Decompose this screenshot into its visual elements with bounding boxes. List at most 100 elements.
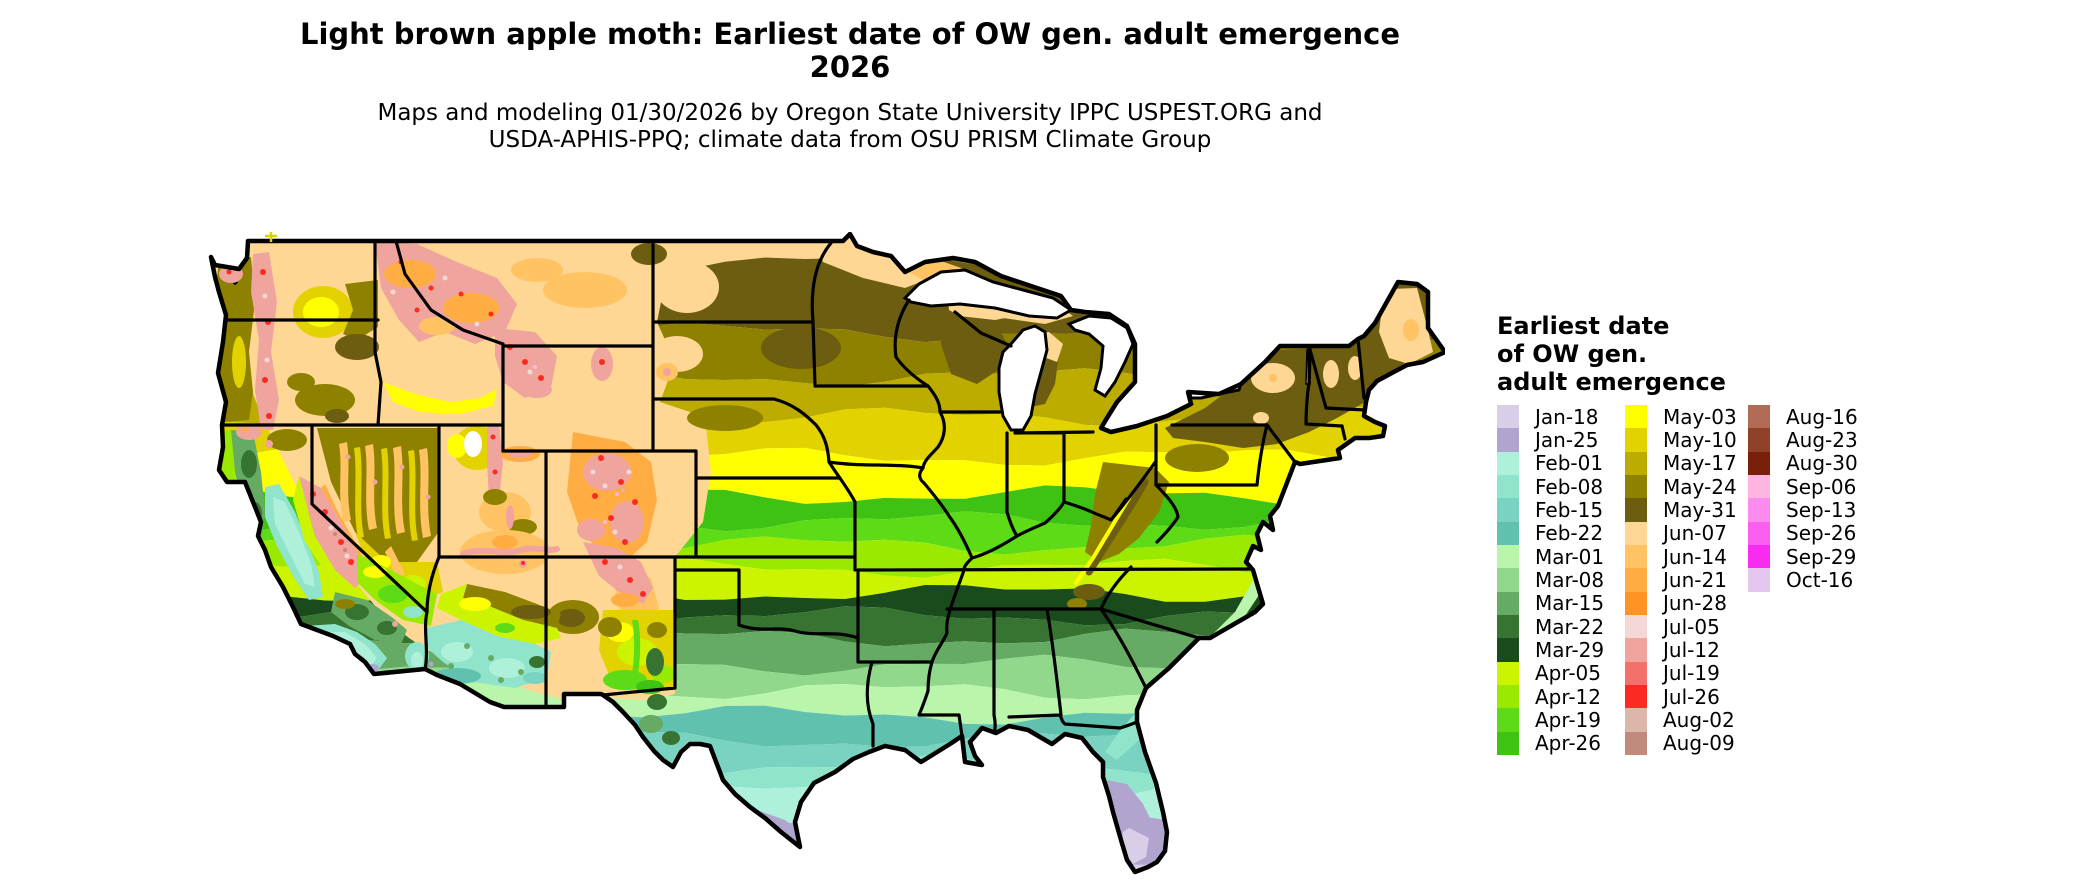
legend-item: Mar-22 <box>1497 614 1605 639</box>
legend-swatch <box>1748 474 1770 499</box>
legend-label: Jun-07 <box>1663 521 1727 546</box>
legend-swatch <box>1497 591 1519 615</box>
legend-item: Aug-09 <box>1625 731 1737 756</box>
legend-item: Jul-26 <box>1625 684 1737 709</box>
page-title-year: 2026 <box>809 50 891 84</box>
legend-swatch <box>1497 521 1519 545</box>
legend-swatch <box>1748 544 1770 569</box>
state-borders <box>220 234 1367 748</box>
legend: Earliest date of OW gen. adult emergence… <box>1497 312 1917 765</box>
page-title: Light brown apple moth: Earliest date of… <box>299 17 1401 51</box>
legend-item: Jun-28 <box>1625 591 1737 615</box>
legend-swatch <box>1625 614 1647 639</box>
legend-swatch <box>1748 521 1770 545</box>
lake-michigan <box>997 324 1049 432</box>
legend-label: Apr-05 <box>1535 661 1601 686</box>
legend-label: Aug-30 <box>1786 451 1858 476</box>
legend-label: Mar-15 <box>1535 591 1605 616</box>
legend-label: Jun-14 <box>1663 544 1727 569</box>
legend-label: Mar-01 <box>1535 544 1605 569</box>
legend-swatch <box>1497 474 1519 499</box>
legend-item: Aug-23 <box>1748 428 1858 452</box>
legend-label: Jul-05 <box>1663 614 1720 639</box>
legend-swatch <box>1497 428 1519 452</box>
legend-column-2: May-03 May-10 May-17 May-24 May-31 Jun-07 Jun-… <box>1625 405 1737 755</box>
legend-label: Aug-09 <box>1663 731 1735 756</box>
legend-swatch <box>1625 544 1647 569</box>
legend-swatch <box>1748 405 1770 429</box>
legend-label: May-03 <box>1663 404 1737 429</box>
legend-label: Apr-19 <box>1535 707 1601 732</box>
us-emergence-map <box>205 232 1445 892</box>
legend-swatch <box>1497 451 1519 475</box>
legend-swatch <box>1748 568 1770 592</box>
header: Light brown apple moth: Earliest date of… <box>0 18 1700 154</box>
legend-item: Jul-12 <box>1625 638 1737 662</box>
legend-swatch <box>1625 661 1647 685</box>
legend-swatch <box>1625 638 1647 662</box>
legend-item: Jan-25 <box>1497 428 1604 452</box>
band-Jan-25 <box>211 813 1445 868</box>
legend-label: Sep-06 <box>1786 474 1857 499</box>
legend-label: Mar-22 <box>1535 614 1605 639</box>
legend-item: Sep-06 <box>1748 474 1858 499</box>
legend-item: Apr-05 <box>1497 661 1604 686</box>
legend-label: May-10 <box>1663 428 1737 452</box>
legend-swatch <box>1497 614 1519 639</box>
legend-swatch <box>1497 661 1519 685</box>
legend-item: Apr-19 <box>1497 707 1604 732</box>
legend-swatch <box>1625 428 1647 452</box>
legend-label: Apr-26 <box>1535 731 1601 756</box>
legend-item: Feb-15 <box>1497 497 1604 522</box>
legend-item: Aug-30 <box>1748 451 1858 476</box>
legend-swatch <box>1625 405 1647 429</box>
legend-swatch <box>1497 544 1519 569</box>
legend-label: Feb-01 <box>1535 451 1604 476</box>
legend-swatch <box>1625 684 1647 709</box>
legend-label: May-24 <box>1663 474 1737 499</box>
legend-item: Feb-08 <box>1497 474 1604 499</box>
legend-swatch <box>1625 474 1647 499</box>
legend-swatch <box>1497 568 1519 592</box>
band-Jan-18 <box>211 848 1445 872</box>
legend-swatch <box>1748 451 1770 475</box>
legend-swatch <box>1497 405 1519 429</box>
subtitle-line-2: USDA-APHIS-PPQ; climate data from OSU PR… <box>488 127 1212 153</box>
legend-item: Aug-02 <box>1625 708 1737 732</box>
band-Feb-01 <box>211 781 1445 835</box>
legend-item: Jun-21 <box>1625 567 1737 592</box>
legend-label: Mar-08 <box>1535 567 1605 592</box>
legend-label: Feb-15 <box>1535 497 1604 522</box>
subtitle: Maps and modeling 01/30/2026 by Oregon S… <box>0 100 1700 154</box>
legend-label: Sep-13 <box>1786 497 1857 522</box>
legend-item: Apr-26 <box>1497 731 1604 756</box>
legend-item: Oct-16 <box>1748 567 1858 592</box>
legend-label: Aug-16 <box>1786 404 1858 429</box>
legend-label: Apr-12 <box>1535 684 1601 709</box>
legend-swatch <box>1497 684 1519 709</box>
legend-swatch <box>1625 591 1647 615</box>
legend-columns: Jan-18 Jan-25 Feb-01 Feb-08 Feb-15 Feb-22 Mar-… <box>1497 405 1917 765</box>
legend-item: May-31 <box>1625 498 1737 522</box>
legend-item: Apr-12 <box>1497 684 1604 709</box>
legend-swatch <box>1625 451 1647 475</box>
conus-outline <box>208 232 1445 875</box>
legend-swatch <box>1748 428 1770 452</box>
legend-item: Mar-29 <box>1497 638 1604 662</box>
legend-label: Oct-16 <box>1786 567 1854 592</box>
legend-item: Mar-08 <box>1497 567 1605 592</box>
legend-label: Sep-26 <box>1786 521 1857 546</box>
legend-swatch <box>1748 498 1770 522</box>
legend-item: Feb-01 <box>1497 451 1604 476</box>
legend-label: Aug-23 <box>1786 428 1858 452</box>
legend-label: Jun-21 <box>1663 567 1727 592</box>
legend-item: May-24 <box>1625 474 1737 499</box>
legend-label: Feb-22 <box>1535 521 1604 546</box>
legend-item: Jun-07 <box>1625 521 1737 546</box>
legend-swatch <box>1625 708 1647 732</box>
legend-swatch <box>1625 731 1647 755</box>
legend-swatch <box>1625 498 1647 522</box>
legend-item: Mar-01 <box>1497 544 1605 569</box>
map-svg <box>208 232 1445 875</box>
legend-item: Feb-22 <box>1497 521 1604 546</box>
